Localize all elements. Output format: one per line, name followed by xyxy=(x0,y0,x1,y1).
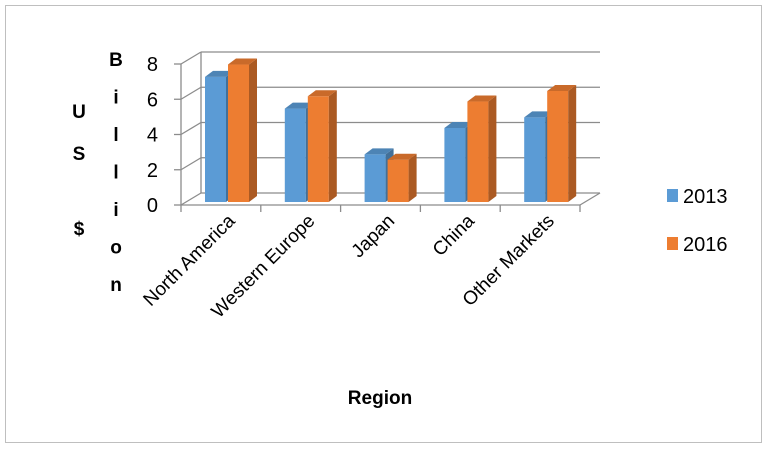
bar-top xyxy=(467,95,497,102)
bar xyxy=(467,95,497,202)
y-axis-label-char: i xyxy=(113,200,118,221)
x-axis-label: Region xyxy=(348,388,412,409)
legend-swatch xyxy=(667,237,678,250)
y-axis-label-char: S xyxy=(73,144,86,165)
bar-top xyxy=(228,58,257,65)
y-axis-label-char: o xyxy=(110,238,122,259)
bar-top xyxy=(444,121,474,128)
chart-frame xyxy=(5,5,762,443)
bar-front xyxy=(228,64,249,203)
bar-front xyxy=(307,96,329,202)
bar-top xyxy=(307,90,337,97)
bar-side xyxy=(249,58,257,203)
y-tick-label: 0 xyxy=(147,195,158,217)
bar-top xyxy=(524,111,554,118)
bar-front xyxy=(205,76,226,202)
gridline-side xyxy=(180,121,202,136)
bar-front xyxy=(284,108,306,202)
y-tick-label: 8 xyxy=(147,54,158,76)
gridline-side xyxy=(180,157,202,171)
y-tick-labels: 0 2 4 6 8 xyxy=(147,54,158,217)
y-axis-label-char: n xyxy=(110,275,122,296)
bar xyxy=(547,84,577,202)
bar xyxy=(387,153,417,202)
bar-front xyxy=(467,101,489,202)
bar-side xyxy=(568,84,577,202)
y-axis-label-char: l xyxy=(113,125,118,146)
category-label: China xyxy=(429,210,479,260)
category-label: Japan xyxy=(348,211,399,262)
bar-front xyxy=(547,90,569,202)
bar-side xyxy=(408,153,417,202)
bar-top xyxy=(284,102,314,109)
floor-right-edge xyxy=(579,192,601,206)
bar-front xyxy=(444,127,466,202)
y-tick-label: 4 xyxy=(147,125,158,147)
y-axis-label-char: l xyxy=(113,163,118,184)
y-axis-label-char: i xyxy=(113,88,118,109)
legend-swatch xyxy=(667,189,678,202)
gridline-side xyxy=(180,192,202,206)
gridline-side xyxy=(180,51,202,65)
legend-label: 2013 xyxy=(683,186,728,208)
y-tick-label: 2 xyxy=(147,160,158,182)
bar-side xyxy=(488,95,497,202)
legend: 2013 2016 xyxy=(667,186,728,256)
bar-top xyxy=(205,70,234,77)
legend-label: 2016 xyxy=(683,234,728,256)
bar-top xyxy=(387,153,417,160)
gridline-side xyxy=(180,86,202,100)
bar xyxy=(228,58,257,203)
bar xyxy=(307,90,337,202)
bar-side xyxy=(328,90,337,202)
bar-top xyxy=(364,148,394,155)
y-tick-label: 6 xyxy=(147,89,158,111)
bar-front xyxy=(524,117,546,202)
y-axis-label-char: U xyxy=(72,102,86,123)
y-axis-label-char: $ xyxy=(74,219,85,240)
bar-front xyxy=(387,159,409,202)
y-axis-label-char: B xyxy=(109,50,123,71)
bar-top xyxy=(547,84,577,91)
bar-front xyxy=(364,154,386,202)
bar-series xyxy=(205,58,577,203)
